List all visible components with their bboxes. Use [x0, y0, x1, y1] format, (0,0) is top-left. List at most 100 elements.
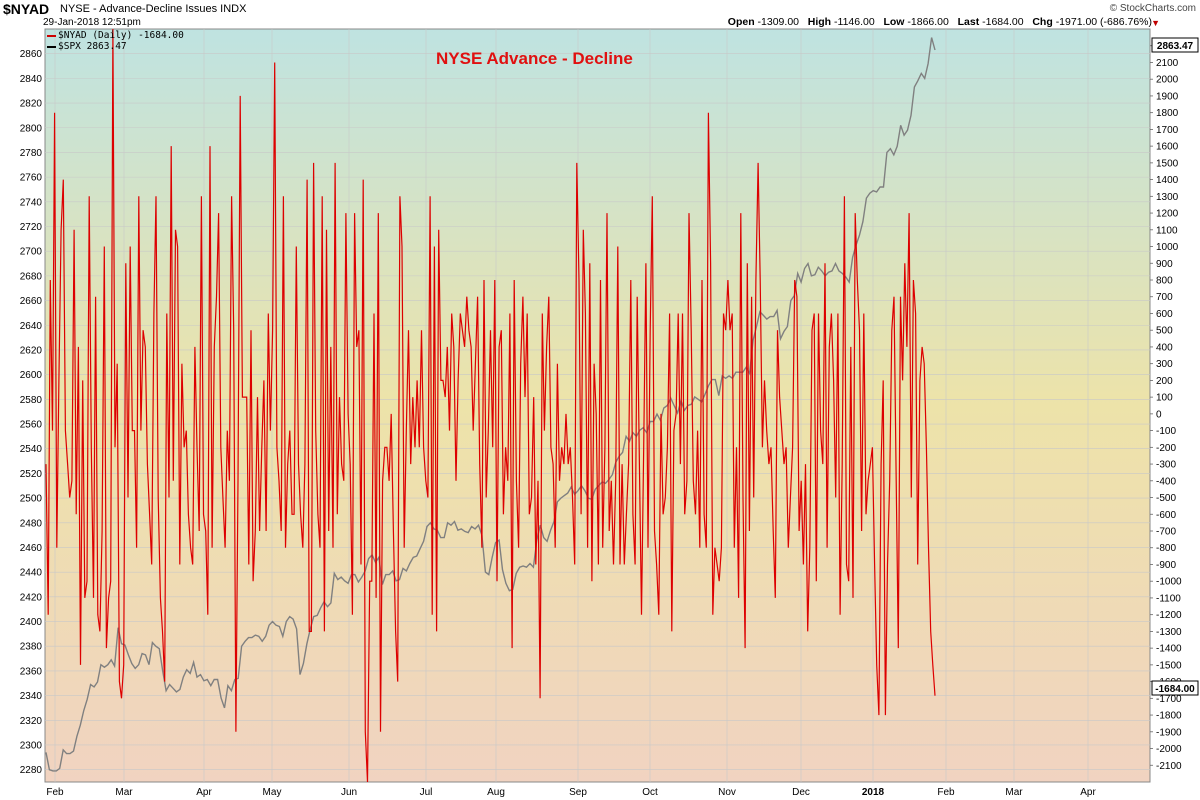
right-tick-label: 800 — [1156, 276, 1173, 287]
left-tick-label: 2320 — [20, 716, 43, 727]
high-label: High — [807, 16, 832, 28]
nyad-last-label: -1684.00 — [1155, 684, 1195, 695]
left-tick-label: 2860 — [20, 49, 43, 60]
left-tick-label: 2340 — [20, 691, 43, 702]
x-axis: Feb Mar Apr May Jun Jul Aug Sep Oct Nov Dec 2018 Feb… — [46, 787, 1096, 798]
datetime: 29-Jan-2018 12:51pm — [43, 17, 141, 28]
x-tick-label: Mar — [1005, 787, 1023, 798]
legend: $NYAD (Daily) -1684.00 $SPX 2863.47 — [47, 30, 184, 52]
left-tick-label: 2440 — [20, 568, 43, 579]
x-tick-label: 2018 — [862, 787, 885, 798]
left-tick-label: 2740 — [20, 197, 43, 208]
right-tick-label: 200 — [1156, 376, 1173, 387]
right-tick-label: -1500 — [1156, 660, 1182, 671]
right-tick-label: -1200 — [1156, 610, 1182, 621]
x-tick-label: Jul — [420, 787, 433, 798]
last-value: -1684.00 — [982, 16, 1024, 28]
right-tick-label: 500 — [1156, 326, 1173, 337]
left-tick-label: 2480 — [20, 518, 43, 529]
right-tick-label: -1900 — [1156, 727, 1182, 738]
right-tick-label: -600 — [1156, 510, 1176, 521]
left-tick-label: 2520 — [20, 469, 43, 480]
left-tick-label: 2400 — [20, 617, 43, 628]
chg-label: Chg — [1032, 16, 1053, 28]
left-tick-label: 2640 — [20, 321, 43, 332]
open-value: -1309.00 — [757, 16, 799, 28]
right-tick-label: 1900 — [1156, 91, 1179, 102]
right-tick-label: 2000 — [1156, 75, 1179, 86]
right-tick-label: 0 — [1156, 409, 1162, 420]
right-tick-label: 300 — [1156, 359, 1173, 370]
x-tick-label: Feb — [46, 787, 64, 798]
left-tick-label: 2540 — [20, 444, 43, 455]
left-tick-label: 2460 — [20, 543, 43, 554]
x-tick-label: Nov — [718, 787, 736, 798]
spx-last-label: 2863.47 — [1157, 41, 1194, 52]
right-tick-label: -500 — [1156, 493, 1176, 504]
right-tick-label: 1400 — [1156, 175, 1179, 186]
right-tick-label: 1100 — [1156, 225, 1178, 236]
right-tick-label: -700 — [1156, 527, 1176, 538]
chart-title: NYSE Advance - Decline — [436, 49, 633, 68]
description: NYSE - Advance-Decline Issues INDX — [60, 3, 247, 15]
right-tick-label: 400 — [1156, 342, 1173, 353]
left-tick-label: 2380 — [20, 642, 43, 653]
legend-label: $SPX 2863.47 — [58, 41, 127, 52]
x-tick-label: Aug — [487, 787, 505, 798]
nyad-series-line — [45, 28, 936, 783]
right-tick-label: 2100 — [1156, 58, 1179, 69]
legend-item-nyad: $NYAD (Daily) -1684.00 — [47, 30, 184, 41]
low-label: Low — [883, 16, 905, 28]
right-tick-label: 1000 — [1156, 242, 1179, 253]
open-label: Open — [727, 16, 755, 28]
left-tick-label: 2820 — [20, 99, 43, 110]
right-tick-label: -900 — [1156, 560, 1176, 571]
down-arrow-icon: ▼ — [1151, 18, 1160, 28]
right-tick-label: -2100 — [1156, 761, 1182, 772]
legend-swatch — [47, 34, 56, 37]
spx-series-line — [45, 37, 936, 772]
right-tick-label: -1300 — [1156, 627, 1182, 638]
left-tick-label: 2760 — [20, 173, 43, 184]
left-tick-label: 2780 — [20, 148, 43, 159]
right-tick-label: 1300 — [1156, 192, 1179, 203]
nyad-last-marker: -1684.00 — [1151, 680, 1199, 696]
left-tick-label: 2600 — [20, 370, 43, 381]
x-tick-label: Jun — [341, 787, 357, 798]
symbol: $NYAD — [3, 1, 50, 17]
legend-item-spx: $SPX 2863.47 — [47, 41, 184, 52]
x-tick-label: Sep — [569, 787, 587, 798]
right-axis: -2100-2000-1900-1800-1700-1600-1500-1400… — [1150, 41, 1182, 772]
left-axis: 2280 2300 2320 2340 2360 2380 2400 2420 2440 2460… — [20, 49, 43, 776]
right-tick-label: -200 — [1156, 443, 1176, 454]
legend-swatch — [47, 45, 56, 48]
left-tick-label: 2720 — [20, 222, 43, 233]
left-tick-label: 2660 — [20, 296, 43, 307]
right-tick-label: 1800 — [1156, 108, 1179, 119]
right-tick-label: -400 — [1156, 476, 1176, 487]
left-tick-label: 2800 — [20, 123, 43, 134]
right-tick-label: 1700 — [1156, 125, 1179, 136]
right-tick-label: -100 — [1156, 426, 1176, 437]
right-tick-label: 1600 — [1156, 142, 1179, 153]
last-label: Last — [957, 16, 980, 28]
x-tick-label: Dec — [792, 787, 810, 798]
x-tick-label: May — [263, 787, 282, 798]
right-tick-label: -1100 — [1156, 593, 1181, 604]
x-tick-label: Apr — [196, 787, 212, 798]
left-tick-label: 2500 — [20, 494, 43, 505]
left-tick-label: 2680 — [20, 271, 43, 282]
right-tick-label: -300 — [1156, 460, 1176, 471]
left-tick-label: 2700 — [20, 247, 43, 258]
x-tick-label: Apr — [1080, 787, 1096, 798]
right-tick-label: -1700 — [1156, 694, 1182, 705]
left-tick-label: 2840 — [20, 74, 43, 85]
right-tick-label: 700 — [1156, 292, 1173, 303]
left-tick-label: 2280 — [20, 765, 43, 776]
brand-label: © StockCharts.com — [1109, 3, 1196, 14]
left-tick-label: 2300 — [20, 740, 43, 751]
right-tick-label: -1800 — [1156, 711, 1182, 722]
x-tick-label: Mar — [115, 787, 133, 798]
right-tick-label: -800 — [1156, 543, 1176, 554]
